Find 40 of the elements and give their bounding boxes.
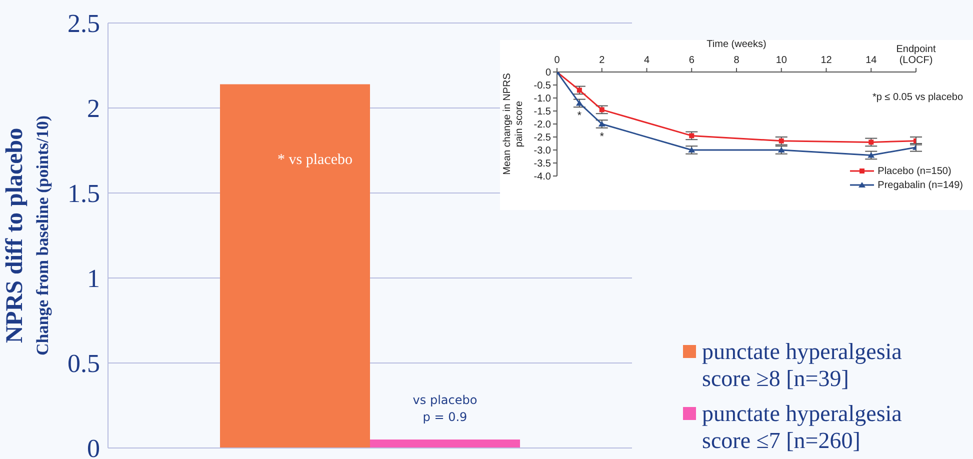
y-tick-label: -3.0 [534, 146, 552, 157]
legend-label: punctate hyperalgesia score ≤7 [n=260] [702, 400, 903, 454]
x-tick-label: Endpoint (LOCF) [896, 44, 936, 66]
annotation: * [600, 130, 605, 143]
y-tick-label: 1.5 [68, 179, 100, 208]
legend-label: punctate hyperalgesia score ≥8 [n=39] [702, 338, 903, 392]
x-tick-label: 10 [776, 55, 788, 66]
annotation: * [577, 110, 582, 122]
annotation: * vs placebo [276, 152, 354, 170]
y-tick-label: 0.5 [68, 349, 100, 378]
point [598, 121, 606, 126]
y-tick-label: -1.5 [534, 106, 552, 118]
x-tick-label: 14 [866, 55, 878, 66]
legend-label: Placebo (n=150) [878, 166, 952, 176]
y-axis-title: Mean change in NPRS pain score [502, 72, 525, 175]
y-tick-label: -3.5 [534, 158, 552, 170]
x-tick-label: 2 [599, 55, 606, 66]
x-tick-label: 12 [820, 55, 832, 66]
y-tick-label: -2.0 [534, 120, 552, 131]
x-tick-label: 8 [734, 55, 740, 66]
y-tick-label: 2.5 [68, 9, 100, 38]
y-axis-title: NPRS diff to placebo Change from baseline (points/10) [2, 115, 52, 356]
y-tick-label: -0.5 [534, 80, 552, 92]
y-tick-label: 0 [545, 68, 552, 79]
y-tick-label: 1 [87, 264, 100, 294]
x-tick-label: 0 [554, 55, 560, 66]
y-tick-label: -4.0 [534, 172, 552, 183]
y-tick-label: 2 [87, 94, 100, 124]
x-tick-label: 4 [644, 55, 650, 66]
point [576, 100, 583, 106]
annotation: vs placebo p = 0.9 [412, 392, 478, 426]
point [868, 152, 875, 158]
x-tick-label: 6 [688, 55, 695, 66]
point [688, 147, 696, 152]
legend-label: Pregabalin (n=149) [878, 180, 963, 190]
y-tick-label: 0 [87, 434, 100, 459]
annotation: *p ≤ 0.05 vs placebo [872, 92, 963, 103]
x-axis-title: Time (weeks) [706, 39, 766, 50]
y-tick-label: -1.0 [534, 94, 552, 105]
y-tick-label: -2.5 [534, 132, 552, 144]
